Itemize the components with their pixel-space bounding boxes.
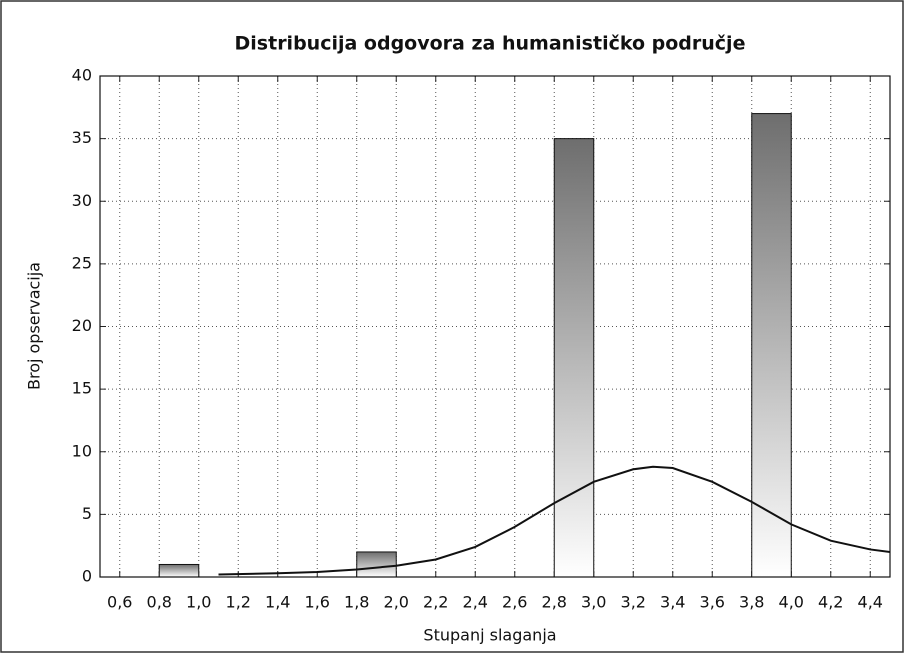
y-tick-label: 35 — [72, 128, 92, 147]
x-tick-label: 3,0 — [581, 593, 606, 612]
x-tick-label: 1,2 — [226, 593, 251, 612]
x-tick-label: 3,6 — [700, 593, 725, 612]
plot-border — [99, 75, 891, 578]
x-tick-label: 1,4 — [265, 593, 290, 612]
y-tick-label: 10 — [72, 441, 92, 460]
x-axis-label: Stupanj slaganja — [423, 626, 556, 645]
bar — [553, 138, 595, 578]
x-tick-label: 4,2 — [818, 593, 843, 612]
x-tick-label: 3,8 — [739, 593, 764, 612]
y-tick-label: 0 — [82, 567, 92, 586]
y-axis-label: Broj opservacija — [25, 262, 44, 390]
y-tick-label: 5 — [82, 504, 92, 523]
chart-title: Distribucija odgovora za humanističko po… — [235, 33, 746, 55]
y-tick-label: 25 — [72, 253, 92, 272]
x-tick-label: 4,4 — [858, 593, 883, 612]
x-tick-label: 2,6 — [502, 593, 527, 612]
x-tick-label: 2,2 — [423, 593, 448, 612]
y-tick-label: 40 — [72, 66, 92, 85]
bar — [356, 551, 397, 578]
x-tick-label: 3,2 — [621, 593, 646, 612]
y-tick-label: 15 — [72, 379, 92, 398]
x-tick-label: 0,8 — [147, 593, 172, 612]
bar — [751, 113, 792, 578]
bar — [158, 563, 200, 578]
x-tick-label: 2,4 — [463, 593, 488, 612]
x-tick-label: 2,8 — [542, 593, 567, 612]
x-tick-label: 0,6 — [107, 593, 132, 612]
x-tick-label: 4,0 — [779, 593, 804, 612]
x-tick-label: 2,0 — [384, 593, 409, 612]
x-tick-label: 1,0 — [186, 593, 211, 612]
x-tick-label: 1,8 — [344, 593, 369, 612]
x-tick-label: 1,6 — [305, 593, 330, 612]
x-tick-label: 3,4 — [660, 593, 685, 612]
y-tick-label: 20 — [72, 316, 92, 335]
fit-curve — [218, 465, 891, 576]
y-tick-label: 30 — [72, 191, 92, 210]
